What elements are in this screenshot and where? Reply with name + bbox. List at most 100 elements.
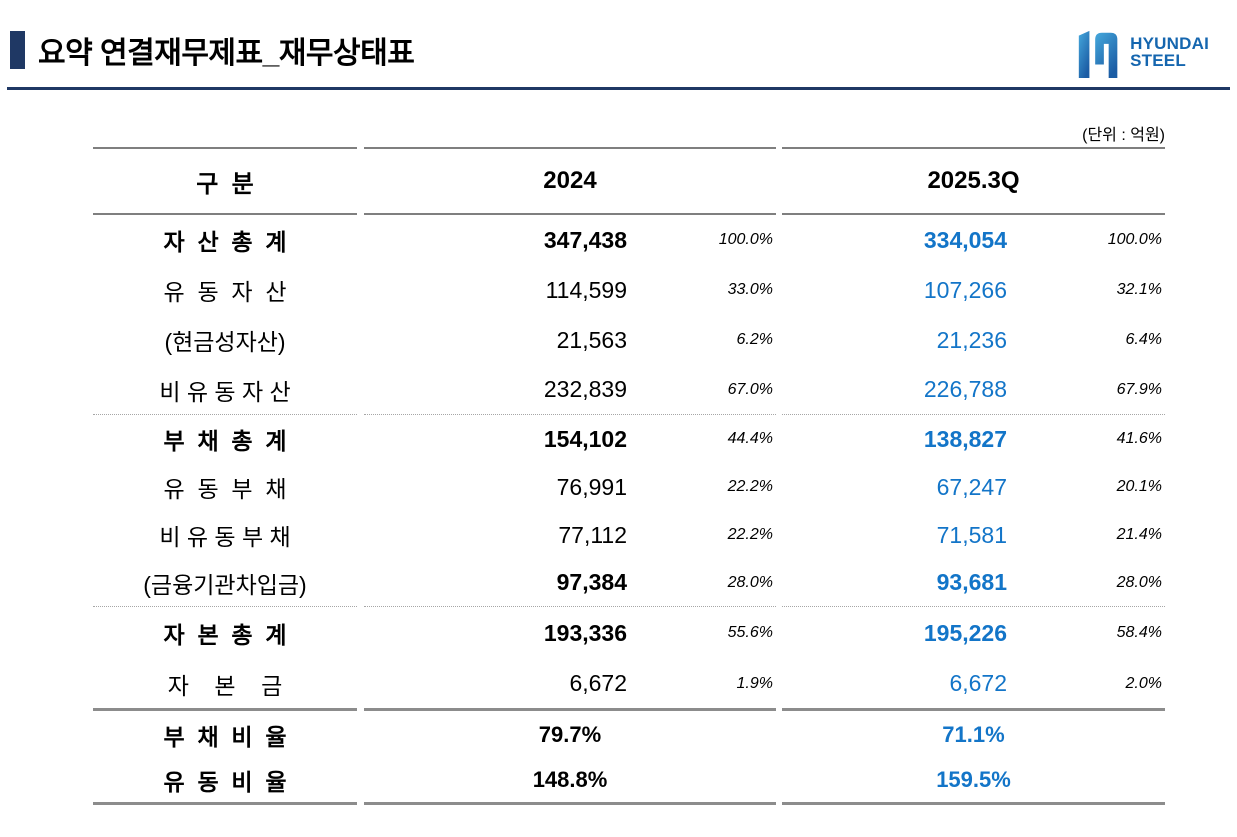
pct-2024: 6.2% (736, 331, 773, 348)
column-gap (357, 215, 364, 265)
column-gap (357, 415, 364, 463)
pct-2025q3: 6.4% (1125, 331, 1162, 348)
hyundai-steel-logo: HYUNDAI STEEL (1077, 27, 1209, 79)
table-section: 자 산 총 계 347,438 100.0% 334,054 100.0% 유 동 자 산… (93, 215, 1165, 415)
group-2024: 79.7% (364, 711, 776, 758)
group-2024: 6,672 1.9% (364, 659, 776, 711)
group-2024: 97,384 28.0% (364, 559, 776, 607)
value-2025q3: 93,681 (936, 569, 1007, 595)
row-label: 자 산 총 계 (163, 229, 287, 255)
pct-2024: 22.2% (727, 478, 773, 495)
table-row: 비 유 동 자 산 232,839 67.0% 226,788 67.9% (93, 365, 1165, 415)
column-gap (357, 511, 364, 559)
pct-2025q3: 67.9% (1116, 380, 1162, 398)
group-2024: 193,336 55.6% (364, 607, 776, 659)
value-2025q3: 195,226 (923, 619, 1007, 646)
column-gap (357, 711, 364, 758)
wordmark-line1: HYUNDAI (1130, 34, 1209, 54)
value-2024: 347,438 (543, 226, 627, 253)
pct-2024: 1.9% (736, 674, 773, 692)
value-2024: 97,384 (556, 569, 627, 595)
group-2025q3: 21,236 6.4% (782, 315, 1165, 365)
table-row: 자 본 총 계 193,336 55.6% 195,226 58.4% (93, 607, 1165, 659)
table-row: 유 동 자 산 114,599 33.0% 107,266 32.1% (93, 265, 1165, 315)
pct-2025q3: 28.0% (1116, 573, 1162, 591)
group-2024: 347,438 100.0% (364, 215, 776, 265)
table-header-row: 구 분 2024 2025.3Q (93, 147, 1165, 215)
table-section: 자 본 총 계 193,336 55.6% 195,226 58.4% 자 본 금 6,67… (93, 607, 1165, 711)
pct-2025q3: 41.6% (1116, 430, 1162, 447)
table-row: 유 동 부 채 76,991 22.2% 67,247 20.1% (93, 463, 1165, 511)
group-2025q3: 195,226 58.4% (782, 607, 1165, 659)
group-2025q3: 334,054 100.0% (782, 215, 1165, 265)
group-2025q3: 71,581 21.4% (782, 511, 1165, 559)
pct-2024: 100.0% (718, 231, 773, 248)
group-2025q3: 159.5% (782, 758, 1165, 805)
table-row: 비 유 동 부 채 77,112 22.2% 71,581 21.4% (93, 511, 1165, 559)
unit-note: (단위 : 억원) (1082, 127, 1165, 144)
pct-2024: 55.6% (727, 624, 773, 641)
table-body: 자 산 총 계 347,438 100.0% 334,054 100.0% 유 동 자 산… (93, 215, 1165, 805)
group-2025q3: 226,788 67.9% (782, 365, 1165, 415)
value-2024: 193,336 (543, 619, 627, 646)
value-2025q3: 138,827 (923, 425, 1007, 452)
pct-2025q3: 32.1% (1116, 281, 1162, 298)
row-label: 자 본 금 (93, 659, 357, 711)
value-2025q3: 6,672 (949, 670, 1007, 696)
value-2024: 6,672 (569, 670, 627, 696)
group-2024: 154,102 44.4% (364, 415, 776, 463)
row-label: (현금성자산) (164, 329, 286, 355)
ratio-2025q3: 71.1% (942, 721, 1005, 747)
header-2024-cell: 2024 (364, 147, 776, 215)
table-row: 자 산 총 계 347,438 100.0% 334,054 100.0% (93, 215, 1165, 265)
row-label: 유 동 부 채 (163, 476, 287, 502)
row-label: 부 채 총 계 (163, 428, 287, 454)
row-label: 자 본 총 계 (163, 622, 287, 648)
value-2024: 77,112 (558, 521, 627, 548)
value-2024: 21,563 (556, 326, 627, 353)
group-2024: 76,991 22.2% (364, 463, 776, 511)
table-row: (금융기관차입금) 97,384 28.0% 93,681 28.0% (93, 559, 1165, 607)
ratio-2025q3: 159.5% (936, 767, 1011, 792)
row-label: (금융기관차입금) (93, 559, 357, 607)
value-2025q3: 67,247 (936, 473, 1007, 500)
table-row: 유 동 비 율 148.8% 159.5% (93, 758, 1165, 805)
page-title: 요약 연결재무제표_재무상태표 (38, 37, 415, 70)
value-2025q3: 21,236 (936, 326, 1007, 353)
title-accent-bar (10, 31, 25, 69)
table-row: 부 채 비 율 79.7% 71.1% (93, 711, 1165, 758)
group-2024: 21,563 6.2% (364, 315, 776, 365)
pct-2024: 67.0% (727, 380, 773, 398)
hyundai-steel-wordmark: HYUNDAI STEEL (1130, 36, 1209, 69)
group-2025q3: 71.1% (782, 711, 1165, 758)
header: 요약 연결재무제표_재무상태표 (10, 28, 415, 72)
pct-2025q3: 2.0% (1125, 674, 1162, 692)
pct-2024: 28.0% (727, 573, 773, 591)
column-gap (357, 463, 364, 511)
ratio-2024: 148.8% (532, 767, 608, 792)
pct-2025q3: 58.4% (1116, 624, 1162, 641)
row-label: 유 동 자 산 (163, 279, 287, 305)
value-2025q3: 334,054 (923, 226, 1007, 253)
row-label: 비 유 동 자 산 (93, 365, 357, 415)
group-2024: 232,839 67.0% (364, 365, 776, 415)
group-2025q3: 6,672 2.0% (782, 659, 1165, 711)
value-2024: 232,839 (543, 376, 627, 402)
column-gap (357, 365, 364, 415)
hyundai-steel-h-icon (1078, 30, 1118, 79)
column-gap (357, 315, 364, 365)
value-2025q3: 107,266 (923, 276, 1007, 303)
table-row: (현금성자산) 21,563 6.2% 21,236 6.4% (93, 315, 1165, 365)
value-2025q3: 226,788 (923, 376, 1007, 402)
wordmark-line2: STEEL (1130, 51, 1186, 70)
column-gap (357, 265, 364, 315)
value-2024: 76,991 (556, 473, 627, 500)
pct-2025q3: 21.4% (1116, 526, 1162, 543)
column-gap (357, 659, 364, 711)
title-divider-rule (7, 87, 1230, 90)
header-2025q3-cell: 2025.3Q (782, 147, 1165, 215)
table-row: 부 채 총 계 154,102 44.4% 138,827 41.6% (93, 415, 1165, 463)
row-label: 부 채 비 율 (163, 723, 287, 750)
financial-table: 구 분 2024 2025.3Q 자 산 총 계 347,438 100.0% 334… (93, 147, 1165, 805)
ratio-2024: 79.7% (538, 721, 602, 747)
